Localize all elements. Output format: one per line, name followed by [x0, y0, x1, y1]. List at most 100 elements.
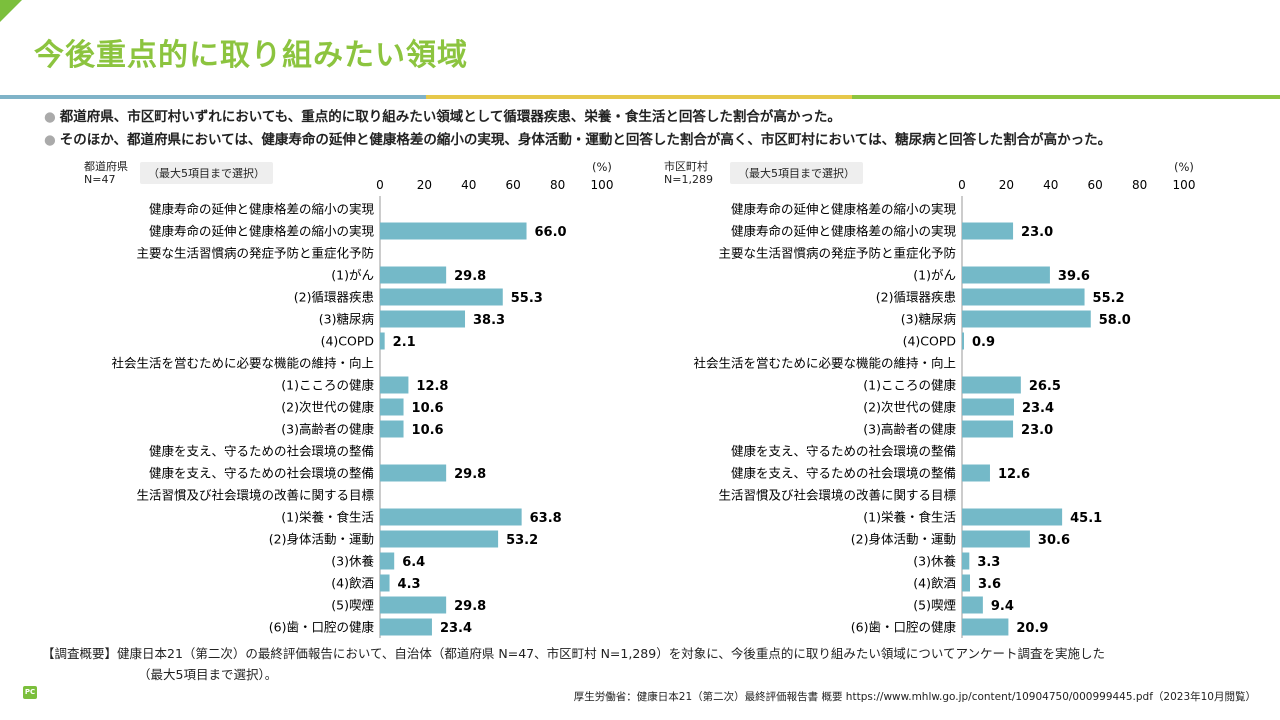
bar: [962, 398, 1014, 416]
bullet-1-text: 都道府県、市区町村いずれにおいても、重点的に取り組みたい領域として循環器疾患、栄…: [59, 109, 841, 125]
category-label: (4)COPD: [903, 334, 956, 349]
x-tick-label: 40: [1043, 178, 1058, 192]
data-label: 39.6: [1058, 269, 1090, 284]
data-label: 23.0: [1021, 225, 1053, 240]
data-label: 12.8: [416, 379, 448, 394]
x-tick-label: 100: [1173, 178, 1196, 192]
bar: [380, 552, 395, 570]
right-group-label: 市区町村: [664, 160, 708, 173]
category-label: (2)身体活動・運動: [269, 532, 374, 547]
category-label: 生活習慣及び社会環境の改善に関する目標: [718, 488, 956, 503]
category-label: (2)循環器疾患: [294, 290, 374, 305]
category-label: 健康を支え、守るための社会環境の整備: [149, 466, 374, 481]
data-label: 29.8: [454, 269, 486, 284]
data-label: 3.3: [977, 555, 1000, 570]
right-panel-header: 市区町村 N=1,289: [664, 160, 713, 186]
bar: [962, 464, 990, 482]
data-label: 45.1: [1070, 511, 1102, 526]
bar: [962, 574, 970, 592]
bar: [962, 508, 1063, 526]
category-label: 主要な生活習慣病の発症予防と重症化予防: [718, 246, 956, 261]
logo-icon: PC: [23, 686, 37, 699]
bar: [380, 508, 522, 526]
category-label: (1)こころの健康: [281, 378, 374, 393]
bullet-1: ● 都道府県、市区町村いずれにおいても、重点的に取り組みたい領域として循環器疾患、…: [44, 106, 1111, 129]
corner-accent: [0, 0, 22, 22]
bar: [962, 288, 1085, 306]
x-tick-label: 0: [958, 178, 966, 192]
bar: [962, 530, 1030, 548]
bullet-2-text: そのほか、都道府県においては、健康寿命の延伸と健康格差の縮小の実現、身体活動・運…: [59, 132, 1112, 148]
bar: [962, 420, 1014, 438]
data-label: 29.8: [454, 467, 486, 482]
bar: [962, 552, 970, 570]
data-label: 58.0: [1099, 313, 1131, 328]
bar: [380, 332, 385, 350]
data-label: 63.8: [530, 511, 562, 526]
left-bar-chart: 0 20 40 60 80 100 健康寿命の延伸と健康格差の縮小の実現健康寿命の延伸と健康…: [111, 178, 613, 638]
right-bar-chart: 0 20 40 60 80 100 健康寿命の延伸と健康格差の縮小の実現健康寿命の延伸と健康…: [693, 178, 1196, 638]
category-label: 生活習慣及び社会環境の改善に関する目標: [136, 488, 374, 503]
category-label: 健康寿命の延伸と健康格差の縮小の実現: [731, 202, 957, 217]
category-label: (2)次世代の健康: [863, 400, 956, 415]
bar: [380, 288, 503, 306]
x-tick-label: 60: [506, 178, 521, 192]
category-label: (1)栄養・食生活: [281, 510, 374, 525]
data-label: 6.4: [402, 555, 425, 570]
left-group-label: 都道府県: [84, 160, 128, 173]
x-tick-label: 60: [1088, 178, 1103, 192]
category-label: (3)糖尿病: [319, 312, 374, 327]
x-tick-label: 20: [417, 178, 432, 192]
bullet-2: ● そのほか、都道府県においては、健康寿命の延伸と健康格差の縮小の実現、身体活動・…: [44, 129, 1111, 152]
bar: [380, 266, 447, 284]
bar: [380, 222, 527, 240]
bar: [380, 618, 432, 636]
data-label: 10.6: [412, 423, 444, 438]
category-label: (2)身体活動・運動: [851, 532, 956, 547]
category-label: (5)喫煙: [331, 598, 374, 613]
bar: [962, 222, 1014, 240]
data-label: 9.4: [991, 599, 1014, 614]
bar: [380, 530, 499, 548]
category-label: (5)喫煙: [913, 598, 956, 613]
bar: [962, 596, 983, 614]
data-label: 38.3: [473, 313, 505, 328]
bar: [380, 398, 404, 416]
category-label: 社会生活を営むために必要な機能の維持・向上: [111, 356, 374, 371]
category-label: 社会生活を営むために必要な機能の維持・向上: [693, 356, 956, 371]
left-panel-header: 都道府県 N=47: [84, 160, 128, 186]
bar: [962, 376, 1021, 394]
footnote-line-1: 【調査概要】健康日本21（第二次）の最終評価報告において、自治体（都道府県 N=…: [42, 646, 1105, 661]
stripe-yellow: [426, 95, 852, 99]
data-label: 3.6: [978, 577, 1001, 592]
page-title: 今後重点的に取り組みたい領域: [34, 38, 468, 73]
category-label: (1)こころの健康: [863, 378, 956, 393]
category-label: (4)飲酒: [913, 576, 956, 591]
bar: [962, 310, 1091, 328]
bar: [380, 464, 447, 482]
bar: [380, 420, 404, 438]
category-label: 健康を支え、守るための社会環境の整備: [731, 444, 956, 459]
category-label: (4)COPD: [321, 334, 374, 349]
data-label: 29.8: [454, 599, 486, 614]
right-unit-label: (%): [1174, 160, 1194, 174]
bullet-dot-icon: ●: [44, 132, 56, 148]
x-tick-label: 80: [550, 178, 565, 192]
data-label: 30.6: [1038, 533, 1070, 548]
left-unit-label: (%): [592, 160, 612, 174]
category-label: 健康を支え、守るための社会環境の整備: [149, 444, 374, 459]
left-n-label: N=47: [84, 173, 116, 186]
bar: [380, 596, 447, 614]
bullet-dot-icon: ●: [44, 109, 56, 125]
data-label: 4.3: [398, 577, 421, 592]
bar: [962, 266, 1050, 284]
bar: [380, 376, 409, 394]
data-label: 0.9: [972, 335, 995, 350]
footnote-line-2: （最大5項目まで選択）。: [138, 667, 278, 682]
right-selection-note: （最大5項目まで選択）: [730, 162, 863, 184]
category-label: (2)循環器疾患: [876, 290, 956, 305]
source-citation: 厚生労働省：健康日本21（第二次）最終評価報告書 概要 https://www.…: [573, 691, 1256, 703]
category-label: 健康寿命の延伸と健康格差の縮小の実現: [149, 202, 375, 217]
category-label: (1)栄養・食生活: [863, 510, 956, 525]
category-label: (3)糖尿病: [901, 312, 956, 327]
